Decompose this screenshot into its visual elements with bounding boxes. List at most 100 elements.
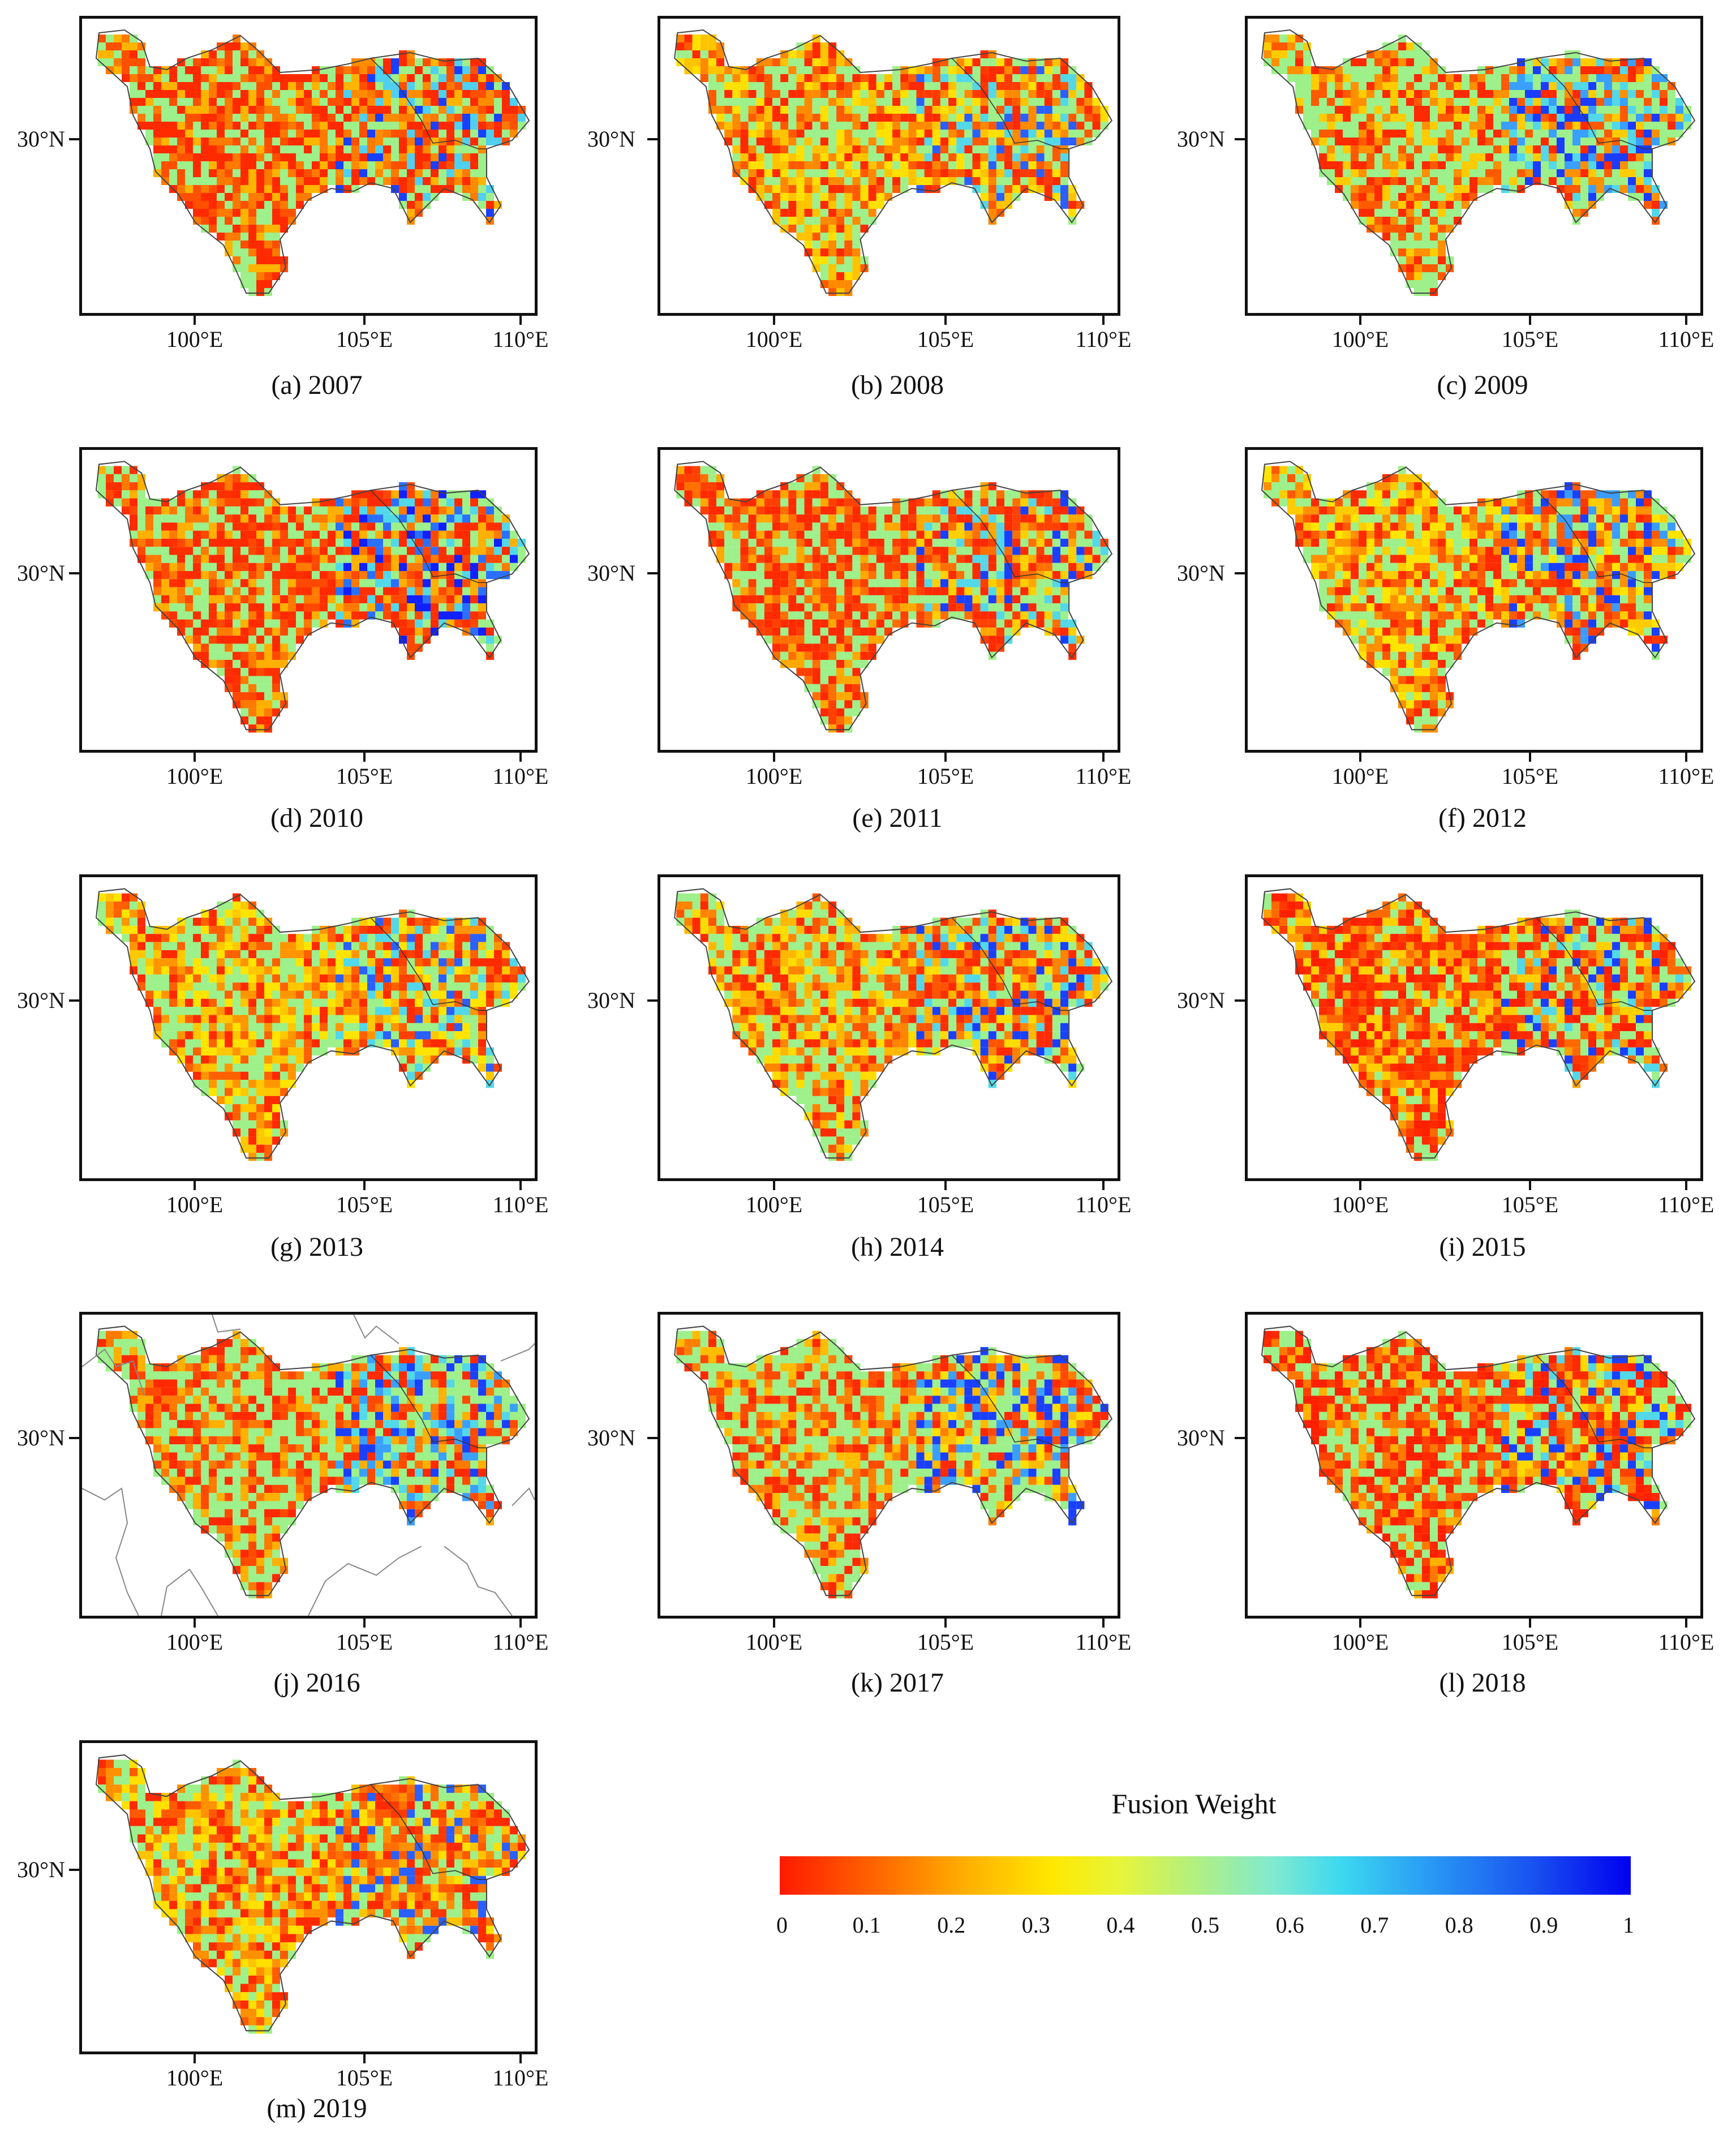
- lat-tick-label: 30°N: [17, 1857, 65, 1882]
- lon-tick-mark: [519, 753, 522, 762]
- legend-title: Fusion Weight: [1111, 1788, 1277, 1819]
- region-outline: [95, 29, 530, 294]
- lat-tick-label: 30°N: [17, 560, 65, 586]
- lon-tick-label: 105°E: [917, 1192, 974, 1217]
- fusion-weight-raster: [674, 1325, 1113, 1599]
- neighbor-boundary: [500, 1343, 535, 1362]
- panel-caption: (m) 2019: [267, 2093, 367, 2123]
- legend-tick-label: 0.7: [1360, 1912, 1389, 1938]
- raster-cells: [1264, 35, 1691, 296]
- map-frame: [79, 1312, 538, 1619]
- fusion-weight-raster: [95, 461, 530, 733]
- province-boundary: [1536, 1355, 1652, 1449]
- lon-tick-mark: [1359, 1181, 1361, 1190]
- neighbor-boundary: [353, 1315, 399, 1344]
- lon-tick-label: 100°E: [745, 763, 803, 789]
- panel-caption: (k) 2017: [851, 1668, 944, 1698]
- raster-cells: [98, 466, 526, 733]
- province-boundary: [370, 1355, 487, 1449]
- lon-tick-mark: [1529, 1619, 1531, 1628]
- province-boundary: [951, 917, 1069, 1011]
- lon-tick-mark: [944, 753, 947, 762]
- lon-tick-mark: [1102, 1181, 1105, 1190]
- region-outline: [674, 29, 1113, 294]
- province-boundary: [951, 490, 1069, 583]
- lon-tick-mark: [363, 316, 366, 325]
- map-frame: [79, 16, 538, 316]
- fusion-weight-raster: [1261, 888, 1696, 1161]
- lon-tick-label: 110°E: [492, 1192, 549, 1217]
- raster-cells: [1264, 1330, 1691, 1599]
- lon-tick-mark: [773, 753, 775, 762]
- map-frame: [79, 1740, 538, 2054]
- neighbor-boundary: [512, 1487, 535, 1507]
- lat-tick-label: 30°N: [587, 988, 635, 1013]
- lat-tick-mark: [1235, 138, 1245, 140]
- lon-tick-label: 105°E: [336, 1192, 393, 1217]
- lon-tick-label: 110°E: [492, 327, 549, 352]
- province-boundary: [1536, 917, 1652, 1011]
- lon-tick-mark: [1359, 1619, 1361, 1628]
- lon-tick-label: 100°E: [1331, 327, 1389, 352]
- lon-tick-mark: [194, 753, 196, 762]
- panel-caption: (g) 2013: [270, 1232, 363, 1262]
- lat-tick-label: 30°N: [1177, 560, 1225, 586]
- lon-tick-label: 100°E: [166, 1192, 224, 1217]
- lat-tick-mark: [1235, 572, 1245, 574]
- lon-tick-mark: [773, 316, 775, 325]
- panel-caption: (j) 2016: [273, 1668, 360, 1698]
- region-outline: [674, 1325, 1113, 1596]
- province-boundary: [370, 490, 487, 583]
- region-outline: [674, 888, 1113, 1159]
- lon-tick-label: 100°E: [1331, 763, 1389, 789]
- lon-tick-label: 100°E: [1331, 1629, 1389, 1655]
- fusion-weight-raster: [1261, 29, 1696, 296]
- neighbor-boundary: [82, 1487, 139, 1616]
- lon-tick-label: 110°E: [1075, 327, 1132, 352]
- region-outline: [674, 461, 1113, 731]
- region-outline: [1261, 888, 1696, 1159]
- lat-tick-mark: [647, 572, 658, 574]
- lat-tick-mark: [647, 999, 658, 1002]
- lat-tick-label: 30°N: [587, 126, 635, 152]
- lon-tick-label: 105°E: [917, 327, 974, 352]
- panel-caption: (d) 2010: [270, 803, 363, 833]
- province-boundary: [370, 1784, 487, 1880]
- lon-tick-label: 105°E: [1501, 1192, 1559, 1217]
- legend-tick-label: 0.2: [937, 1912, 966, 1938]
- lon-tick-mark: [519, 1181, 522, 1190]
- panel-caption: (l) 2018: [1439, 1668, 1526, 1698]
- lon-tick-label: 105°E: [1501, 1629, 1559, 1655]
- fusion-weight-raster: [674, 29, 1113, 296]
- raster-cells: [98, 1759, 526, 2034]
- lon-tick-mark: [363, 2054, 366, 2063]
- province-boundary: [951, 58, 1069, 149]
- lat-tick-label: 30°N: [587, 1425, 635, 1450]
- panel-caption: (a) 2007: [271, 370, 363, 400]
- lon-tick-label: 100°E: [166, 763, 224, 789]
- province-boundary: [1536, 58, 1652, 149]
- lon-tick-label: 110°E: [1658, 763, 1714, 789]
- lat-tick-label: 30°N: [17, 1425, 65, 1450]
- legend-tick-label: 0.6: [1275, 1912, 1304, 1938]
- map-frame: [658, 16, 1120, 316]
- lon-tick-mark: [194, 2054, 196, 2063]
- lon-tick-label: 105°E: [917, 1629, 974, 1655]
- panel-caption: (i) 2015: [1439, 1232, 1526, 1262]
- region-outline: [95, 888, 530, 1159]
- lon-tick-label: 110°E: [492, 2065, 549, 2091]
- map-frame: [658, 1312, 1120, 1619]
- province-boundary: [370, 917, 487, 1011]
- lon-tick-label: 100°E: [166, 327, 224, 352]
- lon-tick-label: 110°E: [1658, 327, 1714, 352]
- fusion-weight-raster: [95, 1754, 530, 2034]
- lon-tick-label: 100°E: [745, 327, 803, 352]
- lat-tick-label: 30°N: [1177, 126, 1225, 152]
- lon-tick-mark: [1529, 1181, 1531, 1190]
- panel-caption: (h) 2014: [851, 1232, 944, 1262]
- raster-cells: [1264, 893, 1691, 1161]
- lon-tick-label: 110°E: [492, 1629, 549, 1655]
- raster-cells: [676, 466, 1108, 733]
- map-frame: [658, 874, 1120, 1181]
- lat-tick-mark: [69, 1869, 79, 1871]
